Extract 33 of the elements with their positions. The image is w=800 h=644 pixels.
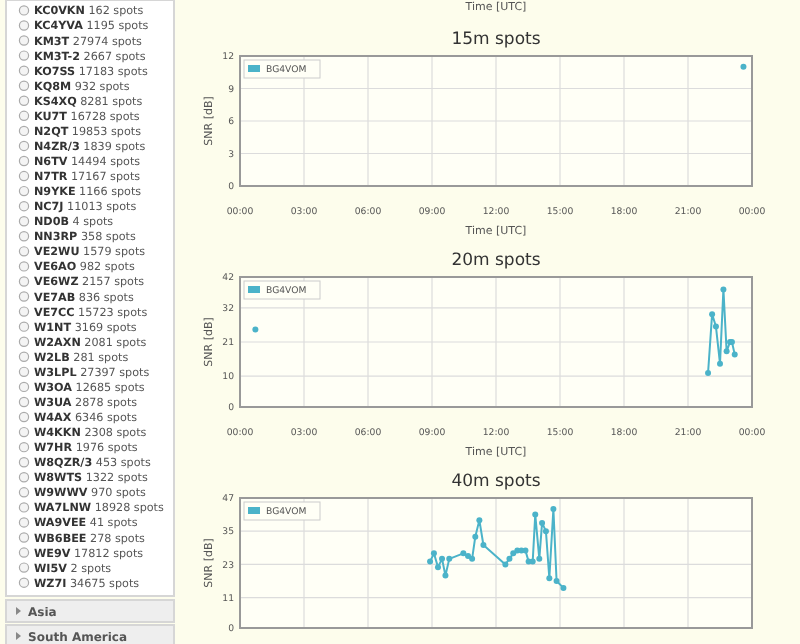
line-series (427, 506, 567, 591)
point (442, 572, 449, 579)
point (532, 511, 539, 518)
point (460, 550, 467, 557)
point (472, 533, 479, 540)
point (546, 575, 553, 582)
point (705, 369, 712, 376)
point (709, 311, 716, 318)
chart-title: 15m spots (451, 30, 542, 50)
point (720, 286, 727, 293)
point (723, 348, 730, 355)
chart-title: 40m spots (451, 472, 542, 492)
point (560, 584, 567, 591)
point (439, 555, 446, 562)
point (252, 326, 259, 333)
point (542, 528, 549, 535)
point (550, 506, 557, 513)
point (539, 519, 546, 526)
point (553, 577, 560, 584)
point (717, 360, 723, 367)
point (427, 558, 434, 565)
chart-title: 20m spots (451, 251, 542, 271)
point (480, 542, 487, 549)
point (430, 550, 437, 557)
point (731, 351, 738, 358)
point (434, 564, 441, 571)
point (506, 555, 513, 562)
point (712, 323, 719, 330)
point (476, 517, 483, 524)
point (536, 555, 543, 562)
point (502, 561, 509, 568)
point (469, 555, 476, 562)
point (446, 555, 453, 562)
